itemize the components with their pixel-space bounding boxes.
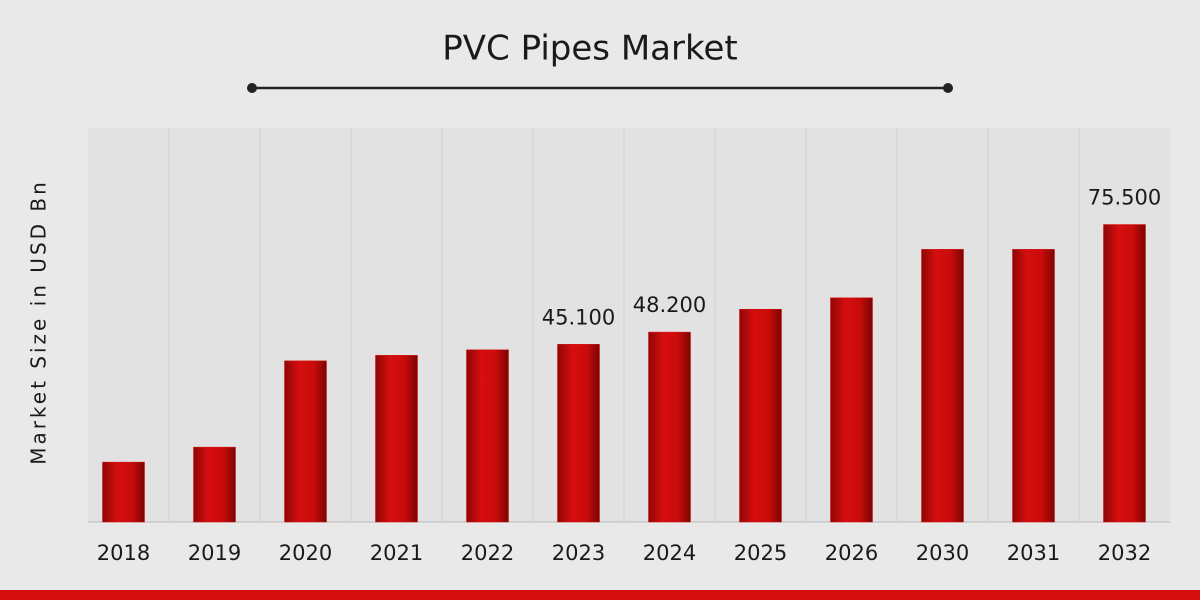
plot-area (88, 128, 1170, 522)
bar (284, 360, 327, 523)
bar (102, 461, 145, 523)
bar (739, 308, 782, 523)
x-tick-label: 2021 (370, 541, 423, 565)
x-tick-label: 2019 (188, 541, 241, 565)
x-tick-label: 2031 (1007, 541, 1060, 565)
bar (557, 344, 600, 523)
bar (375, 355, 418, 523)
bar (1012, 249, 1055, 523)
data-label: 45.100 (542, 305, 615, 329)
x-tick-label: 2032 (1098, 541, 1151, 565)
underline-dot (943, 83, 953, 93)
underline-dot (247, 83, 257, 93)
x-tick-label: 2024 (643, 541, 696, 565)
bar (830, 297, 873, 523)
x-tick-label: 2030 (916, 541, 969, 565)
x-tick-label: 2018 (97, 541, 150, 565)
x-tick-label: 2023 (552, 541, 605, 565)
bar (466, 349, 509, 523)
y-axis-label: Market Size in USD Bn (27, 179, 51, 465)
bar (921, 249, 964, 523)
bar (193, 446, 236, 523)
data-label: 75.500 (1088, 186, 1161, 210)
x-tick-label: 2020 (279, 541, 332, 565)
x-tick-label: 2026 (825, 541, 878, 565)
data-label: 48.200 (633, 293, 706, 317)
x-tick-label: 2025 (734, 541, 787, 565)
chart-title: PVC Pipes Market (442, 29, 737, 69)
footer-stripe (0, 590, 1200, 600)
x-tick-label: 2022 (461, 541, 514, 565)
bar (1103, 224, 1146, 523)
bar (648, 331, 691, 523)
